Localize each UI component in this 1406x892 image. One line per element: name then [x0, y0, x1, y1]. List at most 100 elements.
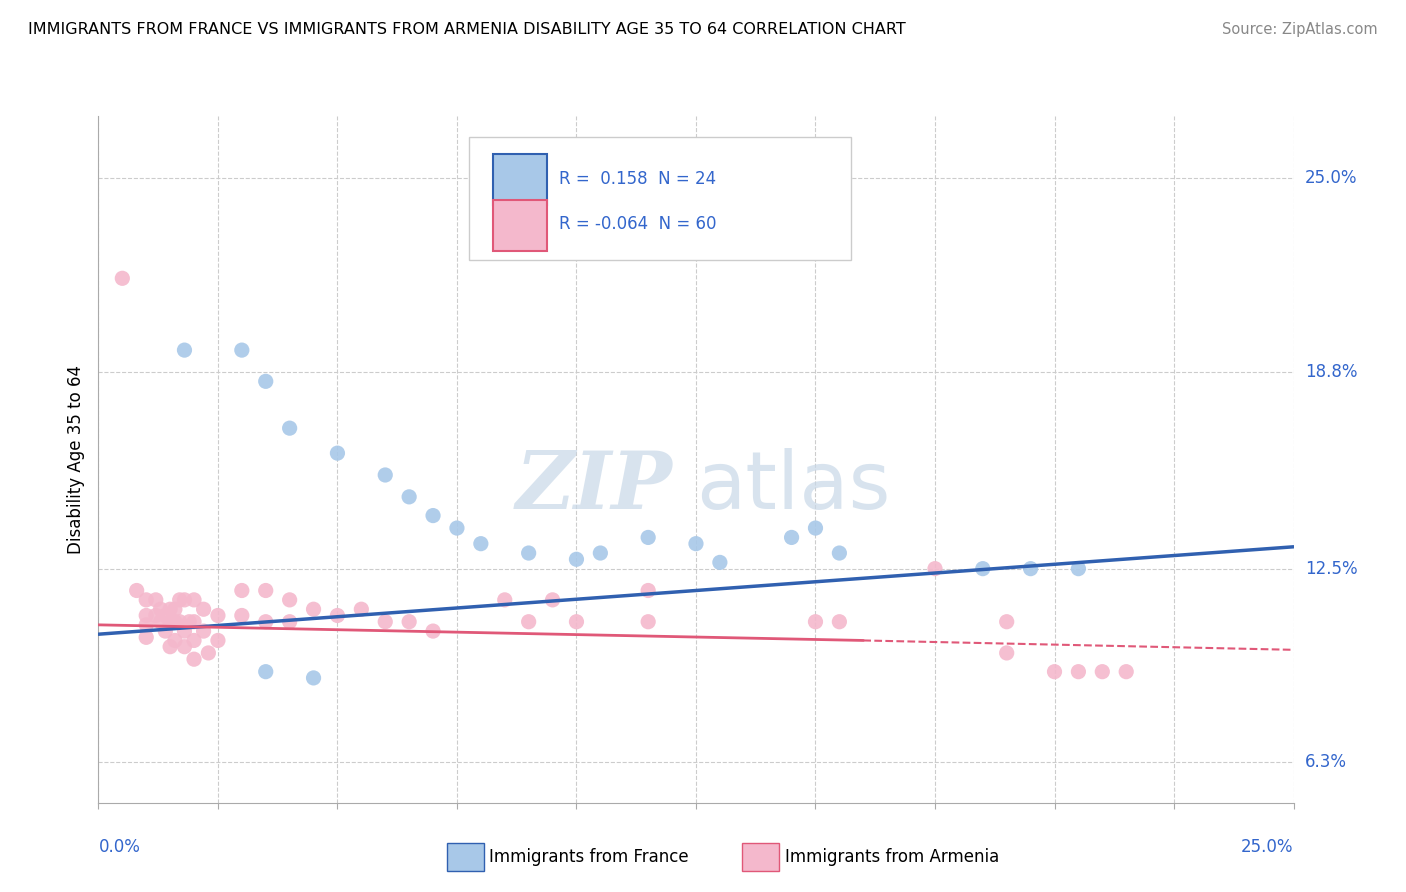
Text: 0.0%: 0.0%: [98, 838, 141, 855]
FancyBboxPatch shape: [494, 200, 547, 252]
Text: Immigrants from Armenia: Immigrants from Armenia: [785, 848, 998, 866]
Point: [350, 602, 373, 616]
Point: [149, 602, 172, 616]
Point: [1067, 562, 1090, 576]
Text: 25.0%: 25.0%: [1241, 838, 1294, 855]
Text: 25.0%: 25.0%: [1305, 169, 1357, 187]
Point: [517, 615, 540, 629]
Point: [422, 508, 444, 523]
Text: 18.8%: 18.8%: [1305, 363, 1357, 381]
Point: [828, 546, 851, 560]
Point: [197, 646, 219, 660]
Point: [972, 562, 994, 576]
Text: R =  0.158  N = 24: R = 0.158 N = 24: [558, 170, 716, 188]
Y-axis label: Disability Age 35 to 64: Disability Age 35 to 64: [66, 365, 84, 554]
Point: [804, 521, 827, 535]
Text: IMMIGRANTS FROM FRANCE VS IMMIGRANTS FROM ARMENIA DISABILITY AGE 35 TO 64 CORREL: IMMIGRANTS FROM FRANCE VS IMMIGRANTS FRO…: [28, 22, 905, 37]
Point: [422, 624, 444, 639]
Point: [207, 608, 229, 623]
Point: [804, 615, 827, 629]
Point: [374, 468, 396, 483]
Point: [231, 583, 253, 598]
Point: [183, 652, 205, 666]
Text: ZIP: ZIP: [515, 448, 672, 525]
Text: R = -0.064  N = 60: R = -0.064 N = 60: [558, 216, 716, 234]
Point: [326, 446, 349, 460]
Point: [254, 615, 277, 629]
Point: [149, 615, 172, 629]
Point: [207, 633, 229, 648]
Text: 6.3%: 6.3%: [1305, 753, 1347, 772]
Point: [494, 593, 516, 607]
Point: [278, 615, 301, 629]
Point: [1043, 665, 1066, 679]
Point: [637, 530, 659, 544]
FancyBboxPatch shape: [470, 136, 851, 260]
Point: [145, 593, 167, 607]
Point: [254, 665, 277, 679]
Point: [173, 640, 195, 654]
Point: [159, 602, 181, 616]
Point: [111, 271, 134, 285]
Point: [135, 631, 157, 645]
Point: [125, 583, 148, 598]
Point: [169, 593, 191, 607]
Point: [169, 615, 191, 629]
Point: [995, 615, 1018, 629]
Text: 12.5%: 12.5%: [1305, 559, 1357, 578]
Point: [135, 593, 157, 607]
Point: [709, 555, 731, 570]
Point: [637, 615, 659, 629]
Point: [135, 608, 157, 623]
Point: [163, 602, 186, 616]
Point: [446, 521, 468, 535]
Point: [254, 583, 277, 598]
Point: [278, 421, 301, 435]
Point: [1067, 665, 1090, 679]
Point: [179, 615, 201, 629]
Point: [163, 615, 186, 629]
Point: [155, 608, 177, 623]
Point: [565, 552, 588, 566]
Point: [374, 615, 396, 629]
Point: [159, 640, 181, 654]
FancyBboxPatch shape: [494, 153, 547, 205]
Point: [637, 583, 659, 598]
Point: [565, 615, 588, 629]
Point: [155, 624, 177, 639]
Point: [828, 615, 851, 629]
Text: Source: ZipAtlas.com: Source: ZipAtlas.com: [1222, 22, 1378, 37]
Point: [231, 343, 253, 358]
Point: [685, 537, 707, 551]
Point: [173, 593, 195, 607]
Point: [780, 530, 803, 544]
Point: [163, 633, 186, 648]
Point: [589, 546, 612, 560]
Point: [398, 490, 420, 504]
Point: [278, 593, 301, 607]
Point: [470, 537, 492, 551]
Point: [193, 624, 215, 639]
Point: [541, 593, 564, 607]
Point: [398, 615, 420, 629]
Text: atlas: atlas: [696, 448, 890, 526]
Text: Immigrants from France: Immigrants from France: [489, 848, 689, 866]
Point: [302, 602, 325, 616]
Point: [193, 602, 215, 616]
Point: [1091, 665, 1114, 679]
Point: [159, 615, 181, 629]
Point: [135, 618, 157, 632]
Point: [145, 608, 167, 623]
Point: [183, 593, 205, 607]
Point: [1019, 562, 1042, 576]
Point: [302, 671, 325, 685]
Point: [254, 375, 277, 389]
Point: [924, 562, 946, 576]
Point: [183, 615, 205, 629]
Point: [995, 646, 1018, 660]
Point: [183, 633, 205, 648]
Point: [231, 608, 253, 623]
Point: [326, 608, 349, 623]
Point: [1115, 665, 1137, 679]
Point: [173, 624, 195, 639]
